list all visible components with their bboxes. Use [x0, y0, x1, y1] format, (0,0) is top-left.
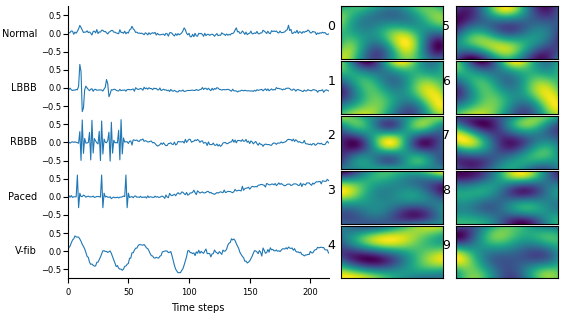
Y-axis label: 5: 5 — [442, 20, 450, 33]
Y-axis label: LBBB: LBBB — [11, 83, 37, 93]
Y-axis label: 3: 3 — [328, 184, 336, 197]
Y-axis label: Paced: Paced — [8, 192, 37, 202]
Y-axis label: 6: 6 — [442, 75, 450, 88]
Y-axis label: 8: 8 — [442, 184, 450, 197]
Y-axis label: 0: 0 — [328, 20, 336, 33]
Y-axis label: RBBB: RBBB — [10, 137, 37, 148]
Y-axis label: V-fib: V-fib — [15, 246, 37, 256]
Y-axis label: 7: 7 — [442, 129, 450, 142]
Y-axis label: 1: 1 — [328, 75, 336, 88]
Y-axis label: 4: 4 — [328, 239, 336, 252]
Y-axis label: Normal: Normal — [2, 28, 37, 39]
X-axis label: Time steps: Time steps — [171, 303, 225, 313]
Y-axis label: 2: 2 — [328, 129, 336, 142]
Y-axis label: 9: 9 — [442, 239, 450, 252]
